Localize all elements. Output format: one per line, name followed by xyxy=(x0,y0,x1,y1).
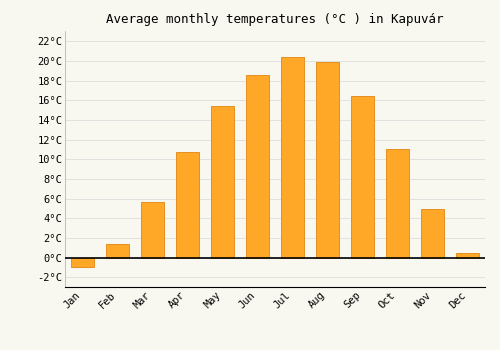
Bar xyxy=(211,106,234,258)
Title: Average monthly temperatures (°C ) in Kapuvár: Average monthly temperatures (°C ) in Ka… xyxy=(106,13,444,26)
Bar xyxy=(141,202,164,258)
Bar xyxy=(316,62,339,258)
Bar xyxy=(351,96,374,258)
Bar xyxy=(71,258,94,267)
Bar xyxy=(456,253,479,258)
Bar xyxy=(421,209,444,258)
Bar xyxy=(246,75,269,258)
Bar xyxy=(281,57,304,258)
Bar xyxy=(176,152,199,258)
Bar xyxy=(386,149,409,258)
Bar xyxy=(106,244,129,258)
